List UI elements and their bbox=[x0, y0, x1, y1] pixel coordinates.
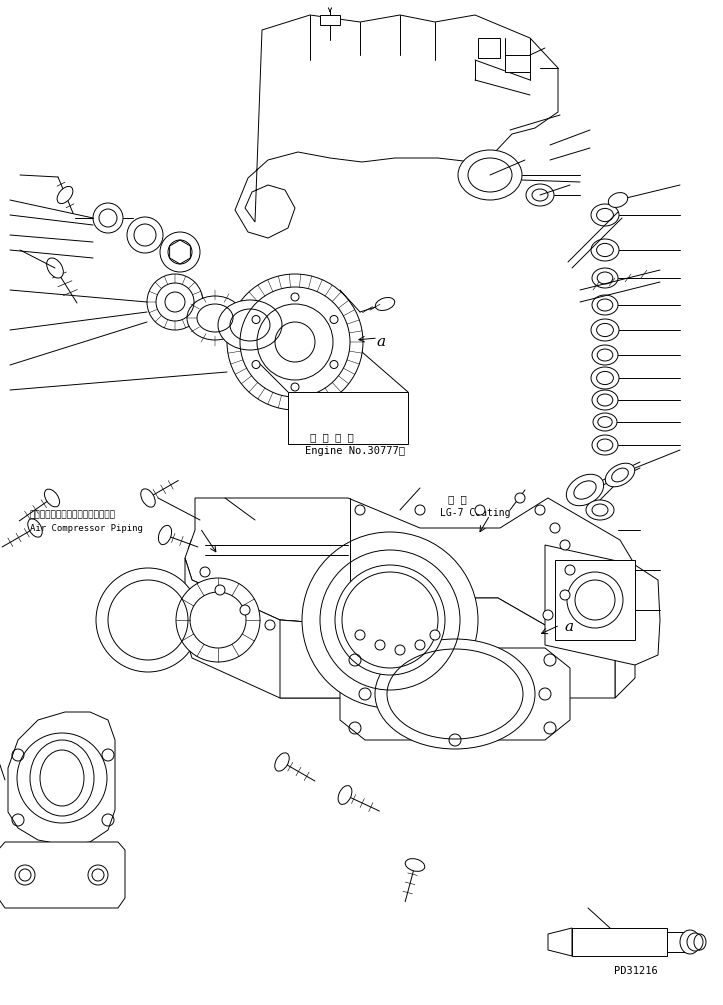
Circle shape bbox=[375, 640, 385, 650]
Polygon shape bbox=[340, 648, 570, 740]
Text: エアーコンプレッサバイピング参照: エアーコンプレッサバイピング参照 bbox=[30, 510, 116, 519]
Ellipse shape bbox=[275, 753, 289, 771]
Circle shape bbox=[252, 316, 260, 324]
Polygon shape bbox=[548, 928, 572, 956]
Ellipse shape bbox=[30, 740, 94, 816]
Circle shape bbox=[127, 217, 163, 253]
Circle shape bbox=[567, 572, 623, 628]
Ellipse shape bbox=[591, 239, 619, 261]
Circle shape bbox=[291, 383, 299, 391]
Circle shape bbox=[227, 274, 363, 410]
Text: 適 用 号 機: 適 用 号 機 bbox=[310, 432, 354, 442]
Circle shape bbox=[355, 505, 365, 515]
Text: Air Compressor Piping: Air Compressor Piping bbox=[30, 524, 143, 533]
Circle shape bbox=[543, 610, 553, 620]
Circle shape bbox=[565, 565, 575, 575]
Circle shape bbox=[160, 232, 200, 272]
Text: Engine No.30777～: Engine No.30777～ bbox=[305, 446, 405, 456]
Circle shape bbox=[330, 316, 338, 324]
Circle shape bbox=[17, 733, 107, 823]
Text: LG-7 Coating: LG-7 Coating bbox=[440, 508, 510, 518]
Ellipse shape bbox=[566, 474, 604, 506]
Circle shape bbox=[415, 505, 425, 515]
Circle shape bbox=[147, 274, 203, 330]
Polygon shape bbox=[505, 55, 530, 72]
Ellipse shape bbox=[591, 319, 619, 341]
Ellipse shape bbox=[608, 193, 628, 207]
Polygon shape bbox=[235, 15, 558, 238]
Ellipse shape bbox=[592, 295, 618, 315]
Polygon shape bbox=[0, 842, 125, 908]
Polygon shape bbox=[320, 15, 340, 25]
Ellipse shape bbox=[405, 858, 425, 871]
Circle shape bbox=[200, 567, 210, 577]
Bar bbox=[288, 392, 408, 444]
Text: a: a bbox=[564, 620, 573, 634]
Ellipse shape bbox=[586, 500, 614, 520]
Circle shape bbox=[560, 540, 570, 550]
Circle shape bbox=[93, 203, 123, 233]
Circle shape bbox=[302, 532, 478, 708]
Circle shape bbox=[88, 865, 108, 885]
Circle shape bbox=[475, 505, 485, 515]
Circle shape bbox=[535, 505, 545, 515]
Bar bbox=[667, 932, 685, 952]
Ellipse shape bbox=[592, 435, 618, 455]
Text: PD31216: PD31216 bbox=[614, 966, 658, 976]
Circle shape bbox=[430, 630, 440, 640]
Circle shape bbox=[515, 493, 525, 502]
Ellipse shape bbox=[592, 390, 618, 410]
Circle shape bbox=[335, 565, 445, 675]
Ellipse shape bbox=[593, 413, 617, 431]
Circle shape bbox=[240, 605, 250, 615]
Polygon shape bbox=[478, 38, 500, 58]
Text: a: a bbox=[376, 335, 385, 349]
Ellipse shape bbox=[458, 150, 522, 200]
Circle shape bbox=[560, 590, 570, 600]
Circle shape bbox=[96, 568, 200, 672]
Ellipse shape bbox=[680, 930, 700, 954]
Circle shape bbox=[265, 620, 275, 630]
Ellipse shape bbox=[158, 526, 171, 545]
Ellipse shape bbox=[592, 268, 618, 288]
Ellipse shape bbox=[27, 519, 42, 537]
Circle shape bbox=[415, 640, 425, 650]
Ellipse shape bbox=[375, 639, 535, 749]
Ellipse shape bbox=[605, 463, 635, 486]
Polygon shape bbox=[185, 558, 348, 698]
Ellipse shape bbox=[687, 933, 703, 951]
Text: 塗 布: 塗 布 bbox=[448, 494, 467, 504]
Circle shape bbox=[176, 578, 260, 662]
Circle shape bbox=[395, 645, 405, 655]
Ellipse shape bbox=[592, 345, 618, 365]
Polygon shape bbox=[8, 712, 115, 845]
Ellipse shape bbox=[591, 204, 619, 226]
Circle shape bbox=[550, 523, 560, 533]
Polygon shape bbox=[185, 498, 635, 625]
Circle shape bbox=[15, 865, 35, 885]
Ellipse shape bbox=[591, 367, 619, 389]
Circle shape bbox=[291, 293, 299, 302]
Ellipse shape bbox=[44, 489, 59, 507]
Polygon shape bbox=[615, 605, 635, 698]
Ellipse shape bbox=[218, 300, 282, 350]
Circle shape bbox=[330, 361, 338, 369]
Ellipse shape bbox=[338, 786, 352, 804]
Circle shape bbox=[252, 361, 260, 369]
Bar bbox=[555, 560, 635, 640]
Ellipse shape bbox=[141, 488, 155, 508]
Ellipse shape bbox=[526, 184, 554, 206]
Polygon shape bbox=[280, 598, 615, 698]
Bar bbox=[572, 928, 667, 956]
Circle shape bbox=[355, 630, 365, 640]
Circle shape bbox=[215, 585, 225, 595]
Polygon shape bbox=[545, 545, 660, 665]
Ellipse shape bbox=[47, 258, 64, 278]
Ellipse shape bbox=[375, 297, 395, 311]
Ellipse shape bbox=[57, 186, 73, 204]
Ellipse shape bbox=[187, 296, 243, 340]
